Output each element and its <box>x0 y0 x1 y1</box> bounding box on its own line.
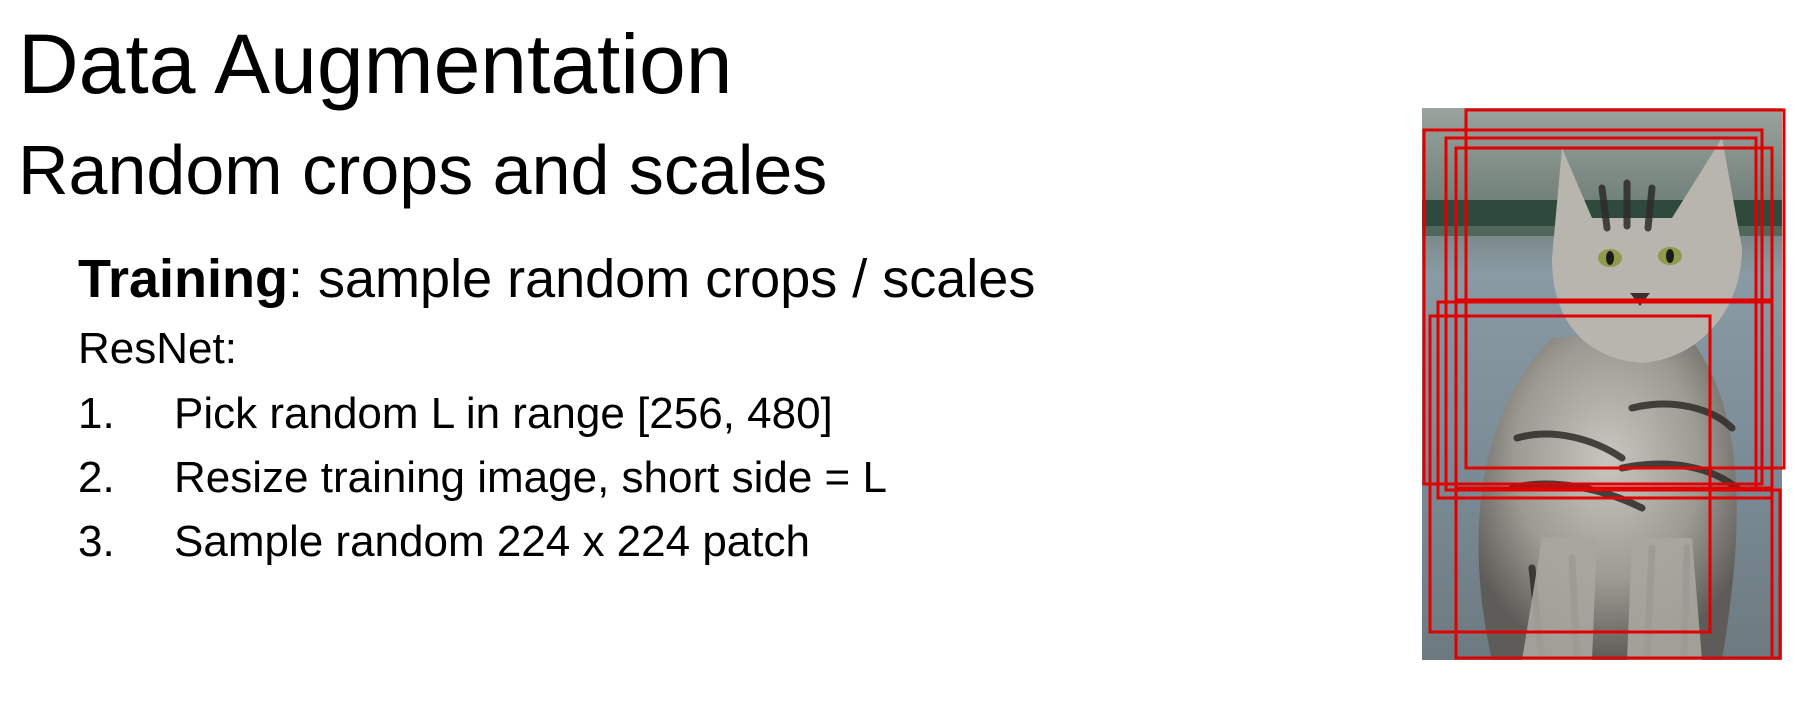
step-text: Resize training image, short side = L <box>174 453 887 502</box>
step-number: 3. <box>78 517 115 566</box>
slide-title: Data Augmentation <box>18 17 733 111</box>
list-item: 2. Resize training image, short side = L <box>78 448 887 512</box>
step-number: 2. <box>78 453 115 502</box>
step-number: 1. <box>78 389 115 438</box>
step-text: Sample random 224 x 224 patch <box>174 517 810 566</box>
step-text: Pick random L in range [256, 480] <box>174 389 833 438</box>
list-item: 3. Sample random 224 x 224 patch <box>78 512 887 576</box>
resnet-steps-list: 1. Pick random L in range [256, 480] 2. Re… <box>78 384 887 576</box>
training-description: : sample random crops / scales <box>288 249 1036 309</box>
list-item: 1. Pick random L in range [256, 480] <box>78 384 887 448</box>
slide-subtitle: Random crops and scales <box>18 131 828 209</box>
cat-illustration <box>1422 108 1782 660</box>
cat-photo <box>1422 108 1782 660</box>
training-line: Training: sample random crops / scales <box>78 246 1035 312</box>
resnet-label: ResNet: <box>78 324 237 373</box>
training-bold-label: Training <box>78 249 289 309</box>
